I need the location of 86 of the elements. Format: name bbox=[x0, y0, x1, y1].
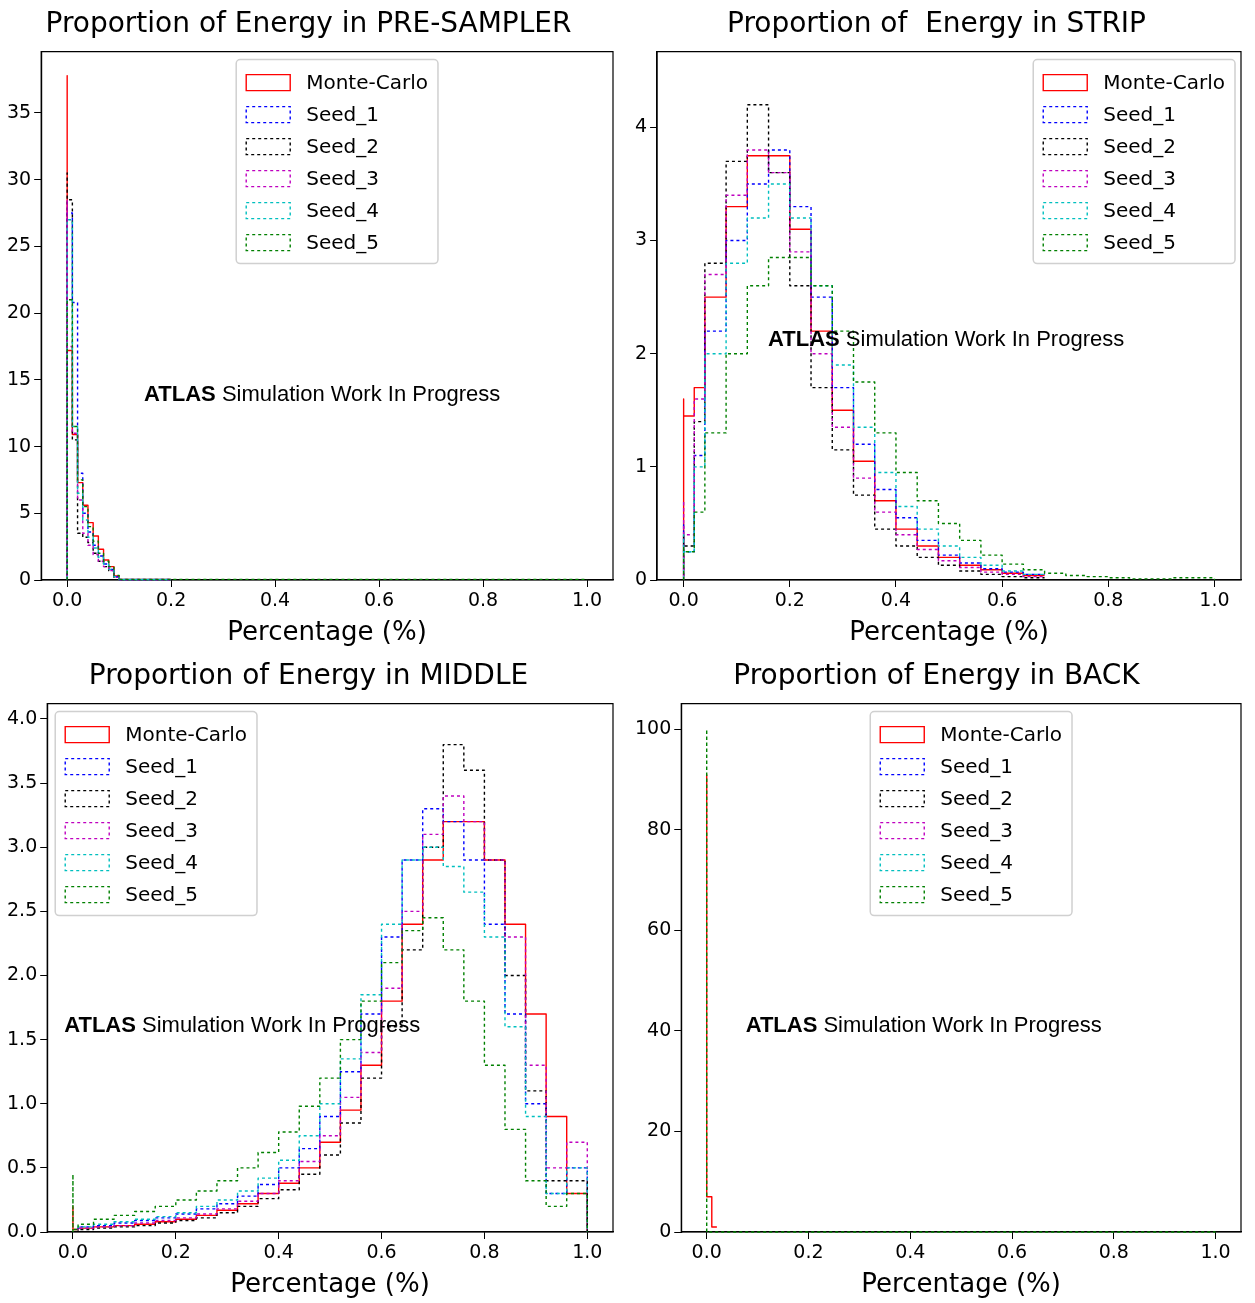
x-tick-label: 1.0 bbox=[1200, 1240, 1231, 1263]
y-tick-label: 2 bbox=[634, 340, 648, 363]
chart-title: Proportion of Energy in BACK bbox=[733, 658, 1141, 692]
x-tick-label: 0.0 bbox=[52, 588, 83, 611]
y-tick-label: 4 bbox=[634, 114, 648, 137]
x-tick-label: 0.6 bbox=[363, 588, 395, 611]
x-tick-label: 0.4 bbox=[895, 1240, 926, 1263]
x-tick-label: 0.6 bbox=[996, 1240, 1028, 1263]
y-tick-label: 1.0 bbox=[7, 1090, 38, 1113]
legend-label: Seed_2 bbox=[940, 785, 1013, 810]
x-tick-label: 0.2 bbox=[160, 1240, 191, 1263]
y-tick-label: 2.0 bbox=[7, 962, 38, 985]
x-tick-label: 0.8 bbox=[1093, 588, 1124, 611]
y-tick-label: 3.0 bbox=[7, 834, 38, 857]
chart-title: Proportion of Energy in STRIP bbox=[727, 6, 1146, 40]
x-tick-label: 0.8 bbox=[1098, 1240, 1129, 1263]
x-tick-label: 0.8 bbox=[469, 1240, 500, 1263]
y-tick-label: 0.5 bbox=[7, 1154, 38, 1177]
legend-label: Monte-Carlo bbox=[1103, 69, 1226, 94]
y-tick-label: 80 bbox=[647, 816, 672, 839]
legend-label: Seed_3 bbox=[940, 817, 1013, 842]
y-tick-label: 0.0 bbox=[7, 1218, 38, 1241]
y-tick-label: 10 bbox=[6, 433, 32, 456]
y-tick-label: 3 bbox=[634, 227, 648, 250]
x-tick-label: 1.0 bbox=[571, 588, 603, 611]
legend-label: Monte-Carlo bbox=[306, 69, 428, 94]
y-tick-label: 60 bbox=[647, 917, 672, 940]
legend-label: Seed_2 bbox=[1103, 133, 1176, 158]
legend-label: Seed_5 bbox=[1103, 229, 1176, 254]
y-tick-label: 3.5 bbox=[7, 770, 38, 793]
legend-label: Seed_4 bbox=[125, 849, 198, 874]
x-tick-label: 0.4 bbox=[880, 588, 912, 611]
legend-label: Seed_2 bbox=[125, 785, 198, 810]
y-tick-label: 35 bbox=[6, 99, 32, 122]
x-tick-label: 0.8 bbox=[467, 588, 499, 611]
legend-label: Seed_2 bbox=[306, 133, 379, 158]
y-tick-label: 20 bbox=[6, 300, 32, 323]
x-tick-label: 0.6 bbox=[366, 1240, 397, 1263]
x-tick-label: 0.6 bbox=[987, 588, 1018, 611]
x-axis-title: Percentage (%) bbox=[861, 1268, 1061, 1299]
y-tick-label: 30 bbox=[6, 166, 32, 189]
y-tick-label: 100 bbox=[635, 716, 672, 739]
legend-label: Seed_3 bbox=[125, 817, 198, 842]
annotation: ATLAS Simulation Work In Progress bbox=[745, 1011, 1102, 1037]
y-tick-label: 2.5 bbox=[7, 898, 38, 921]
x-tick-label: 0.2 bbox=[774, 588, 805, 611]
legend-label: Seed_1 bbox=[940, 753, 1013, 778]
x-tick-label: 0.0 bbox=[668, 588, 699, 611]
x-tick-label: 0.0 bbox=[691, 1240, 722, 1263]
legend-label: Seed_1 bbox=[306, 101, 379, 126]
y-tick-label: 0 bbox=[659, 1218, 672, 1241]
x-axis-title: Percentage (%) bbox=[230, 1268, 430, 1299]
x-tick-label: 0.4 bbox=[260, 588, 291, 611]
x-tick-label: 0.2 bbox=[793, 1240, 824, 1263]
y-tick-label: 1 bbox=[634, 453, 648, 476]
legend-label: Seed_4 bbox=[940, 849, 1013, 874]
legend-label: Seed_5 bbox=[940, 881, 1013, 906]
y-tick-label: 5 bbox=[19, 500, 32, 523]
annotation: ATLAS Simulation Work In Progress bbox=[144, 381, 501, 407]
legend-label: Seed_3 bbox=[1103, 165, 1176, 190]
x-tick-label: 1.0 bbox=[1199, 588, 1230, 611]
x-tick-label: 0.4 bbox=[263, 1240, 294, 1263]
legend-label: Seed_1 bbox=[1103, 101, 1176, 126]
legend-label: Monte-Carlo bbox=[125, 721, 247, 746]
y-tick-label: 20 bbox=[647, 1118, 672, 1141]
y-tick-label: 25 bbox=[6, 233, 32, 256]
y-tick-label: 40 bbox=[647, 1017, 672, 1040]
y-tick-label: 4.0 bbox=[7, 705, 38, 728]
x-tick-label: 1.0 bbox=[572, 1240, 603, 1263]
legend-label: Seed_5 bbox=[125, 881, 198, 906]
legend-label: Seed_1 bbox=[125, 753, 198, 778]
y-tick-label: 0 bbox=[19, 566, 32, 589]
x-axis-title: Percentage (%) bbox=[227, 616, 427, 647]
y-tick-label: 1.5 bbox=[7, 1026, 38, 1049]
legend-label: Seed_4 bbox=[1103, 197, 1176, 222]
legend-label: Seed_5 bbox=[306, 229, 379, 254]
x-tick-label: 0.0 bbox=[57, 1240, 89, 1263]
y-tick-label: 15 bbox=[6, 366, 32, 389]
x-tick-label: 0.2 bbox=[156, 588, 187, 611]
legend-label: Seed_4 bbox=[306, 197, 379, 222]
chart-title: Proportion of Energy in PRE-SAMPLER bbox=[45, 6, 572, 40]
legend-label: Monte-Carlo bbox=[940, 721, 1063, 746]
y-tick-label: 0 bbox=[634, 566, 648, 589]
chart-title: Proportion of Energy in MIDDLE bbox=[88, 658, 529, 692]
x-axis-title: Percentage (%) bbox=[849, 616, 1049, 647]
legend-label: Seed_3 bbox=[306, 165, 379, 190]
